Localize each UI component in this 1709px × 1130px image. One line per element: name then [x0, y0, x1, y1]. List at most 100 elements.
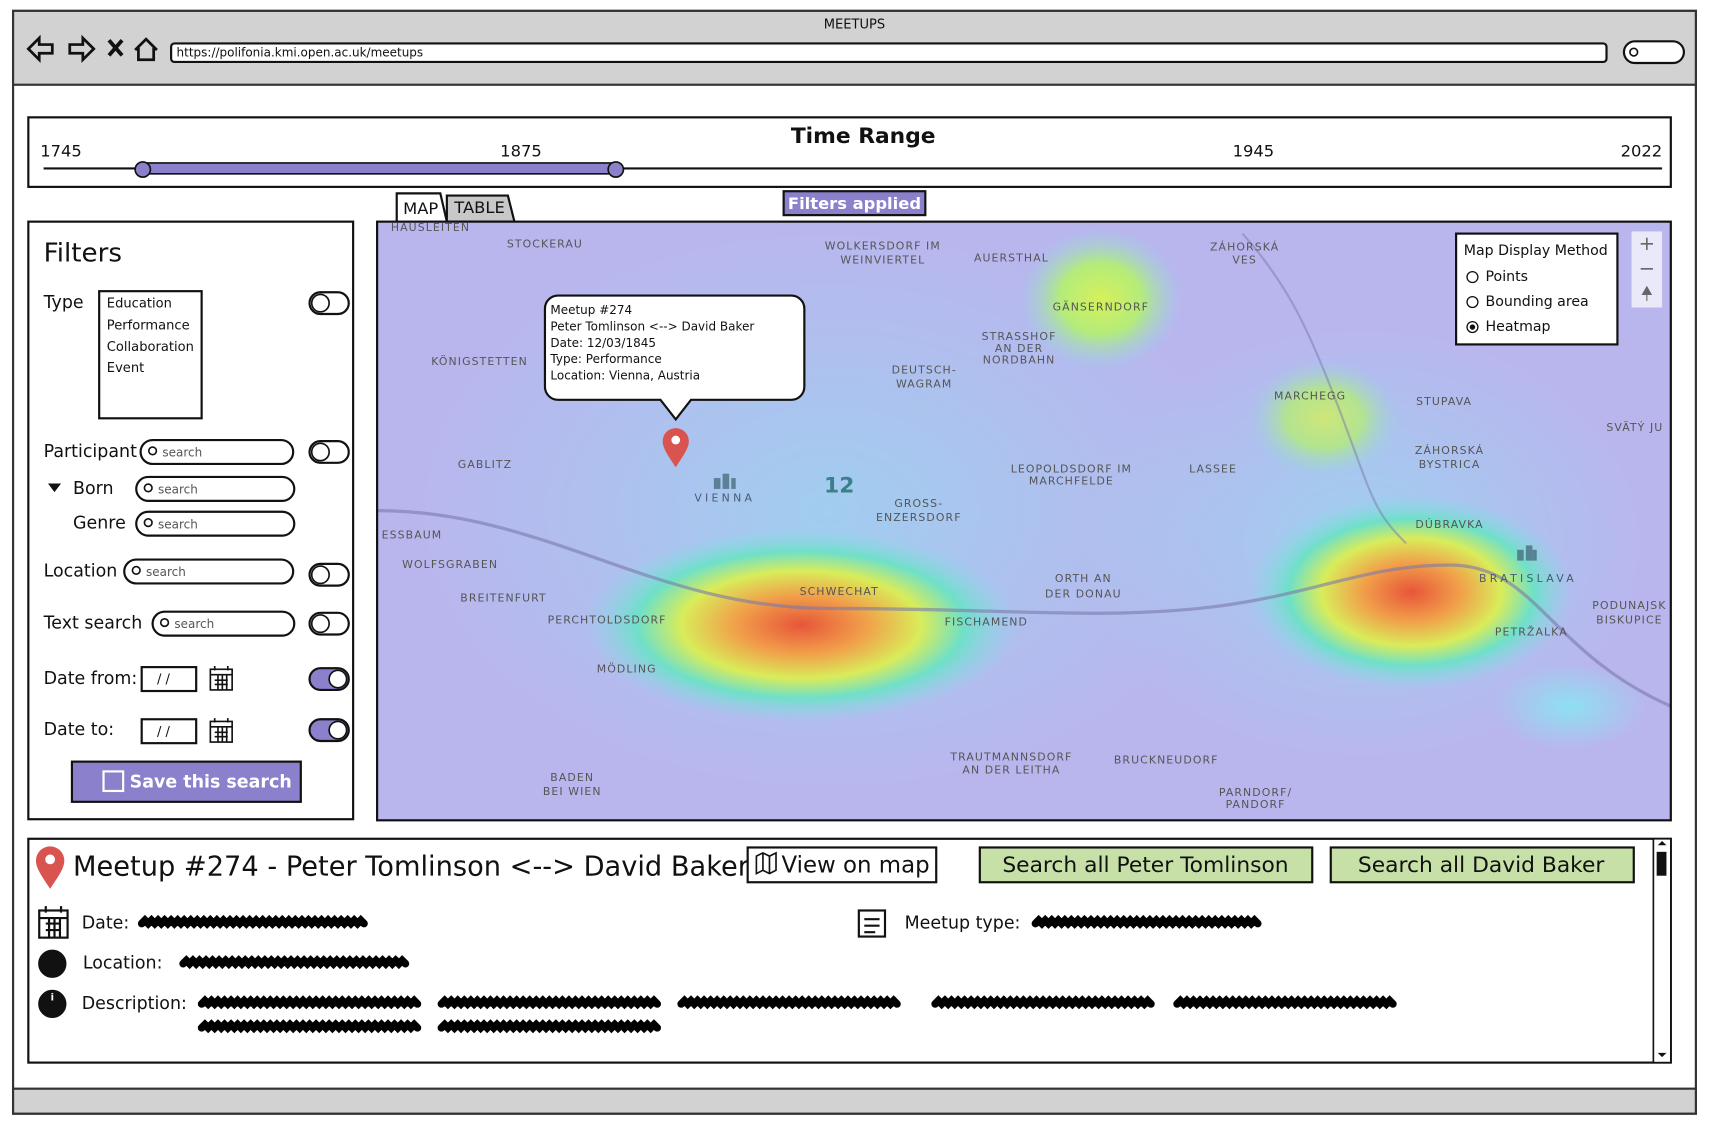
search-input[interactable]: [135, 475, 296, 502]
map-label: VIENNA: [694, 492, 755, 505]
radio-label[interactable]: Points: [1486, 269, 1529, 285]
radio-label[interactable]: Bounding area: [1486, 294, 1589, 310]
search-input[interactable]: [123, 558, 295, 585]
slider-range[interactable]: [141, 162, 617, 175]
search-placeholder: search: [146, 565, 186, 579]
map[interactable]: HAUSLEITEN STOCKERAU WOLKERSDORF IMWEINVIE…: [377, 221, 1671, 821]
filters-applied-badge[interactable]: [782, 190, 927, 217]
filter-label: Text search: [43, 614, 143, 634]
filter-label: Date from:: [44, 669, 138, 689]
scroll-thumb[interactable]: [1656, 851, 1667, 876]
slider-handle[interactable]: [607, 161, 625, 178]
filters-title: Filters: [44, 239, 122, 269]
url-bar[interactable]: [170, 42, 1608, 64]
heat-area: [1493, 662, 1646, 750]
search-input[interactable]: [135, 510, 296, 537]
radio[interactable]: [1466, 270, 1479, 284]
url: https://polifonia.kmi.open.ac.uk/meetups: [177, 46, 424, 60]
scribble: [1031, 914, 1262, 929]
map-label: AUERSTHAL: [974, 252, 1049, 265]
map-label: ORTH AN: [1055, 572, 1112, 585]
search-person-button[interactable]: [978, 846, 1314, 884]
map-frame: [376, 220, 1672, 822]
collapse-icon[interactable]: [47, 483, 62, 493]
nav-icons: [26, 34, 158, 64]
map-label: SVÄTÝ JU: [1606, 421, 1663, 434]
tab-label[interactable]: MAP: [403, 199, 438, 218]
time-label: 1875: [500, 142, 542, 161]
search-person-button[interactable]: [1329, 846, 1635, 884]
view-on-map-button[interactable]: [746, 846, 938, 884]
date-input[interactable]: [140, 666, 198, 693]
field-label: Meetup type:: [905, 914, 1021, 934]
scribble: [179, 955, 410, 970]
search-input[interactable]: [139, 438, 295, 466]
heat-area: [1247, 358, 1401, 479]
compass[interactable]: [1641, 285, 1653, 301]
map-pin[interactable]: [662, 428, 689, 468]
search-person[interactable]: Search all Peter Tomlinson: [1002, 853, 1288, 878]
filter-label: Participant: [44, 442, 137, 462]
slider-handle[interactable]: [134, 161, 152, 178]
field-label: Date:: [82, 914, 130, 934]
type-list[interactable]: [98, 290, 203, 420]
cluster-count[interactable]: 12: [824, 474, 854, 499]
map-icon: [755, 851, 777, 875]
river: [377, 509, 1671, 708]
type-option[interactable]: Education: [107, 297, 172, 312]
toggle-knob: [328, 720, 348, 740]
type-option[interactable]: Performance: [107, 318, 190, 333]
type-option[interactable]: Event: [107, 361, 144, 376]
view-on-map[interactable]: View on map: [781, 852, 929, 878]
scribble: [197, 995, 422, 1010]
save-icon: [102, 770, 125, 793]
radio[interactable]: [1466, 295, 1479, 309]
toggle-knob: [310, 293, 330, 313]
search-icon: [131, 565, 141, 576]
save-button[interactable]: [70, 760, 302, 803]
stop-button[interactable]: [107, 38, 124, 57]
city-icon: [1517, 545, 1537, 561]
map-tab[interactable]: [395, 192, 448, 222]
filter-label: Born: [73, 479, 114, 499]
map-label: BRATISLAVA: [1479, 572, 1577, 585]
tooltip-line: Peter Tomlinson <--> David Baker: [550, 320, 754, 334]
map-label: PERCHTOLDSDORF: [548, 613, 667, 626]
zoom-out[interactable]: −: [1639, 257, 1655, 280]
map-label: ESSBAUM: [382, 529, 443, 542]
redacted-text: [137, 914, 1397, 1034]
toggle-knob: [310, 614, 330, 634]
date-input[interactable]: [140, 718, 198, 745]
map-label: BREITENFURT: [460, 592, 546, 605]
map-label: PODUNAJSK: [1592, 599, 1666, 612]
map-label: DEUTSCH-: [892, 364, 957, 377]
calendar-icons[interactable]: [209, 666, 233, 743]
search-input[interactable]: [151, 610, 296, 637]
back-button[interactable]: [26, 34, 54, 64]
time-label: 2022: [1621, 142, 1663, 161]
map-label: ZÁHORSKÁ: [1210, 241, 1279, 254]
date-placeholder: / /: [157, 673, 171, 688]
time-label: 1745: [40, 142, 82, 161]
display-method-title: Map Display Method: [1464, 243, 1608, 259]
search-placeholder: search: [158, 483, 198, 497]
time-range-panel: [27, 116, 1672, 188]
type-option[interactable]: Collaboration: [107, 340, 194, 355]
scrollbar[interactable]: [1652, 837, 1672, 1064]
scribble: [1173, 995, 1397, 1010]
map-label: DER DONAU: [1045, 587, 1122, 600]
date-placeholder: / /: [157, 725, 171, 740]
browser-search[interactable]: [1622, 40, 1685, 65]
filter-label: Type: [43, 293, 84, 313]
map-label: VES: [1232, 254, 1257, 267]
home-button[interactable]: [134, 37, 158, 62]
forward-button[interactable]: [68, 34, 96, 64]
zoom-in[interactable]: +: [1639, 232, 1655, 255]
radio-label[interactable]: Heatmap: [1486, 319, 1551, 335]
map-label: BEI WIEN: [543, 785, 602, 798]
search-person[interactable]: Search all David Baker: [1358, 853, 1605, 878]
toggle-knob: [328, 669, 348, 689]
tab-label[interactable]: TABLE: [453, 198, 505, 217]
map-label: WOLFSGRABEN: [402, 558, 498, 571]
filters-applied: Filters applied: [788, 194, 921, 213]
